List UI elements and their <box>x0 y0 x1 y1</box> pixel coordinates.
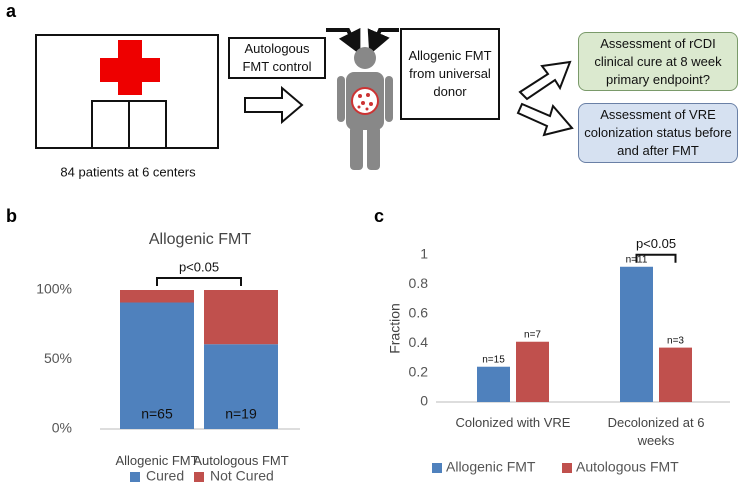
bar-label: n=19 <box>225 406 257 422</box>
arrow <box>367 28 399 56</box>
bar <box>120 290 194 303</box>
bar-label: n=7 <box>524 329 541 340</box>
legend-swatch <box>432 463 442 473</box>
box-text: Assessment of VRE colonization status be… <box>578 103 738 163</box>
bar-label: n=3 <box>667 335 684 346</box>
gut <box>351 87 379 115</box>
outcome-box: Assessment of rCDI clinical cure at 8 we… <box>578 32 738 91</box>
x-tick-label-box: Allogenic FMT <box>115 453 199 468</box>
legend-swatch <box>194 472 204 482</box>
arrow <box>516 102 574 137</box>
y-tick-label: 0.2 <box>409 363 429 379</box>
legend-label: Autologous FMT <box>576 459 679 475</box>
x-tick-label-box: Decolonized at 6 weeks <box>607 415 705 448</box>
outcome-box: Assessment of VRE colonization status be… <box>578 103 738 163</box>
bar <box>516 341 549 402</box>
legend-label: Cured <box>146 468 184 484</box>
arrow <box>244 85 304 125</box>
annotation: p<0.05 <box>636 236 676 251</box>
legend-label: Not Cured <box>210 468 274 484</box>
x-tick-label: Allogenic FMT <box>115 453 199 468</box>
x-tick-label: Decolonized at 6 weeks <box>607 415 705 448</box>
bar <box>204 290 278 345</box>
box-text: Autologous FMT control <box>228 37 326 79</box>
x-tick-label-box: Colonized with VRE <box>455 415 571 430</box>
bar <box>204 344 278 429</box>
bar-label: n=65 <box>141 406 173 422</box>
bar-label: n=15 <box>482 354 505 365</box>
y-tick-label: 0 <box>420 393 428 409</box>
y-tick-label: 50% <box>44 350 72 366</box>
allogenic-box: Allogenic FMT from universal donor <box>400 28 500 120</box>
x-tick-label: Autologous FMT <box>193 453 289 468</box>
box-text: Allogenic FMT from universal donor <box>400 28 500 120</box>
bar <box>659 347 692 402</box>
bar <box>477 366 510 402</box>
hospital-label: 84 patients at 6 centers <box>60 164 196 179</box>
x-tick-label-box: Autologous FMT <box>193 453 289 468</box>
y-tick-label: 1 <box>420 246 428 262</box>
y-tick-label: 0% <box>52 420 72 436</box>
y-tick-label: 0.8 <box>409 275 429 291</box>
panel-label: a <box>6 1 17 21</box>
y-tick-label: 0.4 <box>409 334 429 350</box>
significance-bracket <box>635 253 677 263</box>
chart-title: Allogenic FMT <box>149 231 251 248</box>
legend-label: Allogenic FMT <box>446 459 536 475</box>
gut-dots <box>357 93 373 111</box>
panel-label: b <box>6 206 17 226</box>
bar <box>620 266 653 402</box>
autologous-box: Autologous FMT control <box>228 37 326 79</box>
legend-swatch <box>130 472 140 482</box>
y-tick-label: 100% <box>36 281 72 297</box>
panel-label: c <box>374 206 384 226</box>
y-tick-label: 0.6 <box>409 305 429 321</box>
x-tick-label: Colonized with VRE <box>455 415 571 430</box>
arrow <box>326 27 361 55</box>
box-text: Assessment of rCDI clinical cure at 8 we… <box>578 32 738 91</box>
bar <box>120 302 194 429</box>
arrow <box>518 60 572 101</box>
red-cross <box>100 40 160 95</box>
significance-bracket <box>156 277 242 286</box>
y-axis-label: Fraction <box>387 303 403 354</box>
legend-swatch <box>562 463 572 473</box>
annotation: p<0.05 <box>179 259 219 274</box>
